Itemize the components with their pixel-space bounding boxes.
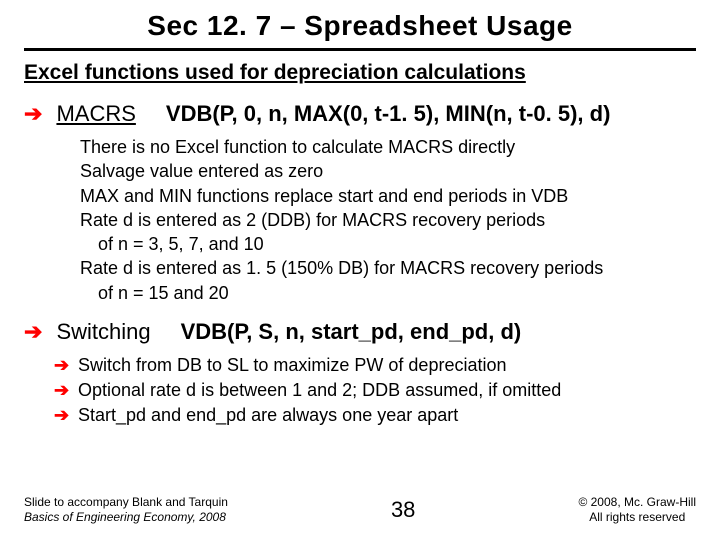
switching-note-2-text: Optional rate d is between 1 and 2; DDB … bbox=[78, 378, 561, 403]
arrow-icon: ➔ bbox=[24, 321, 42, 343]
macrs-notes: There is no Excel function to calculate … bbox=[80, 135, 696, 305]
switching-note-3: ➔ Start_pd and end_pd are always one yea… bbox=[54, 403, 696, 428]
page-number: 38 bbox=[391, 497, 415, 523]
switching-row: ➔ Switching VDB(P, S, n, start_pd, end_p… bbox=[24, 319, 696, 345]
switching-label: Switching bbox=[56, 319, 150, 345]
switching-note-2: ➔ Optional rate d is between 1 and 2; DD… bbox=[54, 378, 696, 403]
footer-left: Slide to accompany Blank and Tarquin Bas… bbox=[24, 495, 228, 525]
slide-subtitle: Excel functions used for depreciation ca… bbox=[24, 61, 696, 85]
slide: Sec 12. 7 – Spreadsheet Usage Excel func… bbox=[0, 0, 720, 540]
switching-formula: VDB(P, S, n, start_pd, end_pd, d) bbox=[181, 319, 522, 345]
arrow-icon: ➔ bbox=[54, 406, 72, 424]
macrs-note-5b: of n = 15 and 20 bbox=[98, 281, 696, 305]
footer-left-line2: Basics of Engineering Economy, 2008 bbox=[24, 510, 228, 525]
switching-note-1-text: Switch from DB to SL to maximize PW of d… bbox=[78, 353, 506, 378]
arrow-icon: ➔ bbox=[54, 381, 72, 399]
arrow-icon: ➔ bbox=[24, 103, 42, 125]
arrow-icon: ➔ bbox=[54, 356, 72, 374]
footer-right: © 2008, Mc. Graw-Hill All rights reserve… bbox=[578, 495, 696, 526]
title-rule bbox=[24, 48, 696, 51]
macrs-note-4b: of n = 3, 5, 7, and 10 bbox=[98, 232, 696, 256]
macrs-note-3: MAX and MIN functions replace start and … bbox=[80, 184, 696, 208]
macrs-note-2: Salvage value entered as zero bbox=[80, 159, 696, 183]
slide-title: Sec 12. 7 – Spreadsheet Usage bbox=[24, 10, 696, 42]
switching-note-1: ➔ Switch from DB to SL to maximize PW of… bbox=[54, 353, 696, 378]
macrs-formula: VDB(P, 0, n, MAX(0, t-1. 5), MIN(n, t-0.… bbox=[166, 101, 611, 127]
footer-right-line2: All rights reserved bbox=[578, 510, 696, 526]
switching-notes: ➔ Switch from DB to SL to maximize PW of… bbox=[54, 353, 696, 429]
switching-note-3-text: Start_pd and end_pd are always one year … bbox=[78, 403, 458, 428]
footer-right-line1: © 2008, Mc. Graw-Hill bbox=[578, 495, 696, 511]
macrs-label: MACRS bbox=[56, 101, 135, 127]
macrs-note-4a: Rate d is entered as 2 (DDB) for MACRS r… bbox=[80, 208, 696, 232]
footer: Slide to accompany Blank and Tarquin Bas… bbox=[24, 495, 696, 526]
macrs-note-5a: Rate d is entered as 1. 5 (150% DB) for … bbox=[80, 256, 696, 280]
macrs-row: ➔ MACRS VDB(P, 0, n, MAX(0, t-1. 5), MIN… bbox=[24, 101, 696, 127]
footer-left-line1: Slide to accompany Blank and Tarquin bbox=[24, 495, 228, 510]
macrs-note-1: There is no Excel function to calculate … bbox=[80, 135, 696, 159]
